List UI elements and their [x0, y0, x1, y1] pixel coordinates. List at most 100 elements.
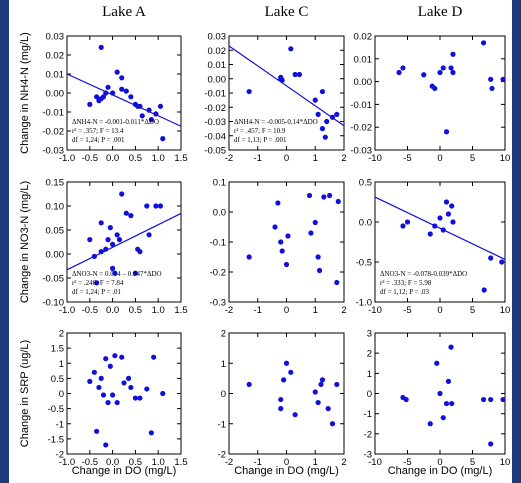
data-point [91, 369, 97, 375]
data-point [279, 248, 285, 254]
figure-panel [9, 0, 512, 483]
data-point [488, 441, 494, 447]
y-tick-label: 0.02 [208, 46, 227, 57]
data-point [315, 399, 321, 406]
y-tick-label: -0.01 [204, 89, 226, 100]
x-tick-label: 5 [470, 153, 475, 164]
x-tick-label: -1.0 [59, 153, 75, 164]
data-point [318, 381, 324, 388]
x-tick-label: 1 [313, 305, 318, 316]
x-tick-label: 1.5 [174, 305, 187, 316]
x-axis-label: Change in DO (mg/L) [388, 465, 493, 477]
data-point [114, 399, 120, 406]
x-tick-label: 0.0 [106, 457, 119, 468]
x-tick-label: 1.0 [152, 305, 165, 316]
regression-annotation: df = 1,24; P = .001 [72, 136, 125, 144]
data-point [481, 287, 487, 293]
y-tick-label: 0 [59, 389, 64, 400]
y-tick-label: -0.01 [42, 108, 64, 119]
data-point [450, 69, 456, 76]
regression-line [228, 45, 345, 127]
data-point [94, 428, 100, 434]
data-point [480, 396, 487, 403]
y-tick-label: 1.5 [51, 344, 64, 355]
data-point [400, 65, 406, 71]
y-tick-label: -0.1 [210, 238, 226, 249]
data-point [157, 203, 164, 209]
y-tick-label: 0.00 [208, 74, 227, 85]
data-point [443, 199, 450, 205]
y-tick-label: -0.10 [42, 298, 64, 309]
plot-area [228, 181, 345, 303]
data-point [285, 233, 291, 239]
y-tick-label: -0.02 [350, 123, 372, 134]
data-point [153, 203, 159, 209]
data-point [105, 399, 111, 406]
data-point [315, 111, 321, 117]
x-tick-label: 2 [341, 153, 346, 164]
data-point [296, 71, 303, 78]
x-tick-label: 1.5 [174, 153, 187, 164]
data-point [94, 94, 100, 100]
data-point [488, 255, 494, 261]
data-point [480, 40, 487, 46]
y-axis-label: Change in NH4-N (mg/L) [19, 32, 31, 154]
x-tick-label: 1 [313, 457, 318, 468]
y-tick-label: 0.05 [46, 226, 65, 237]
data-point [144, 203, 150, 209]
x-tick-label: 0 [284, 457, 289, 468]
data-point [445, 211, 452, 217]
data-point [421, 72, 427, 78]
data-point [450, 219, 456, 225]
data-point [327, 192, 333, 199]
data-point [105, 84, 111, 90]
y-tick-label: 1 [221, 359, 226, 370]
data-point [500, 76, 506, 82]
x-tick-label: 0 [284, 153, 289, 164]
y-tick-label: 0.0 [359, 218, 372, 229]
regression-line [66, 73, 182, 127]
data-point [98, 220, 104, 226]
x-tick-label: 0.5 [129, 153, 142, 164]
data-point [105, 237, 111, 243]
data-point [312, 389, 318, 395]
data-point [334, 279, 340, 286]
regression-annotation: r² = .457; F = 10.9 [234, 127, 286, 135]
data-point [334, 381, 340, 388]
x-tick-label: -1.0 [59, 305, 75, 316]
data-point [148, 117, 154, 123]
data-point [396, 69, 402, 76]
data-point [137, 249, 143, 255]
x-axis-label: Change in DO (mg/L) [72, 465, 177, 477]
regression-line [374, 196, 506, 260]
data-point [312, 219, 318, 226]
data-point [437, 69, 443, 76]
y-tick-label: 2 [367, 349, 372, 360]
x-tick-label: 10 [500, 153, 511, 164]
y-tick-label: -0.05 [42, 274, 64, 285]
regression-annotation: ΔNH4-N = -0.005-0.14*ΔDO [234, 118, 318, 126]
x-tick-label: -1 [254, 305, 262, 316]
column-title: Lake A [102, 4, 146, 20]
y-tick-label: 0.03 [208, 32, 227, 43]
data-point [137, 103, 143, 109]
y-tick-label: -1 [218, 419, 226, 430]
y-tick-label: 3 [367, 329, 372, 340]
y-tick-label: -2 [218, 450, 226, 461]
data-point [123, 88, 129, 94]
x-axis-label: Change in DO (mg/L) [234, 465, 339, 477]
x-tick-label: -10 [368, 305, 382, 316]
x-tick-label: -0.5 [82, 457, 98, 468]
x-tick-label: 0.5 [129, 305, 142, 316]
data-point [279, 77, 285, 83]
data-point [132, 395, 138, 401]
x-tick-label: -0.5 [82, 305, 98, 316]
data-point [308, 230, 314, 236]
data-point [488, 396, 494, 403]
x-tick-label: -10 [368, 457, 382, 468]
y-tick-label: 0.00 [354, 77, 373, 88]
data-point [128, 94, 134, 100]
y-axis-label: Change in NO3-N (mg/L) [19, 181, 31, 303]
data-point [437, 390, 443, 397]
x-tick-label: 1.0 [152, 457, 165, 468]
